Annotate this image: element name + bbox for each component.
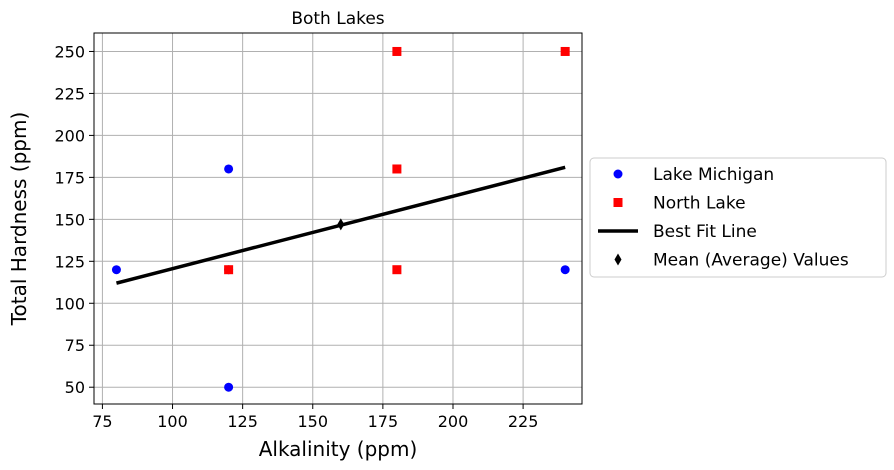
x-tick-label: 125 [227, 412, 258, 431]
x-tick-label: 200 [438, 412, 469, 431]
y-tick-label: 175 [54, 168, 85, 187]
data-marks [111, 46, 570, 392]
y-tick-label: 125 [54, 252, 85, 271]
y-tick-label: 50 [65, 378, 85, 397]
lake-michigan-point [224, 164, 234, 174]
x-tick-label: 175 [368, 412, 399, 431]
legend: Lake Michigan North Lake Best Fit Line Mean… [589, 157, 887, 278]
y-tick-label: 150 [54, 210, 85, 229]
y-tick-label: 225 [54, 84, 85, 103]
legend-mean-average-values-swatch [614, 253, 622, 266]
legend-north-lake-label: North Lake [653, 194, 746, 214]
x-tick-label: 100 [157, 412, 188, 431]
x-axis-label: Alkalinity (ppm) [259, 437, 418, 461]
north-lake-point [560, 46, 570, 56]
x-axis-ticks: 75 100 125 150 175 200 225 [92, 404, 538, 431]
legend-lake-michigan-label: Lake Michigan [653, 165, 774, 185]
plot-frame [93, 32, 583, 405]
legend-north-lake-swatch [613, 198, 623, 207]
north-lake-point [392, 46, 402, 56]
legend-lake-michigan-swatch [613, 169, 623, 179]
y-tick-label: 250 [54, 42, 85, 61]
y-tick-label: 75 [65, 336, 85, 355]
y-tick-label: 100 [54, 294, 85, 313]
lake-michigan-point [111, 265, 121, 275]
lake-michigan-point [224, 382, 234, 392]
lake-michigan-point [560, 265, 570, 275]
legend-box [589, 157, 887, 278]
mean-average-values-point [337, 218, 345, 231]
x-tick-label: 225 [508, 412, 539, 431]
north-lake-point [392, 164, 402, 174]
grid-lines [94, 33, 582, 404]
x-tick-label: 75 [92, 412, 112, 431]
north-lake-point [392, 265, 402, 275]
legend-mean-average-values-label: Mean (Average) Values [653, 251, 849, 271]
y-axis-label: Total Hardness (ppm) [7, 112, 31, 327]
y-axis-ticks: 50 75 100 125 150 175 200 225 250 [54, 42, 94, 397]
x-tick-label: 150 [297, 412, 328, 431]
north-lake-point [224, 265, 234, 275]
chart-title: Both Lakes [291, 9, 384, 29]
legend-best-fit-line-label: Best Fit Line [653, 222, 757, 242]
y-tick-label: 200 [54, 126, 85, 145]
